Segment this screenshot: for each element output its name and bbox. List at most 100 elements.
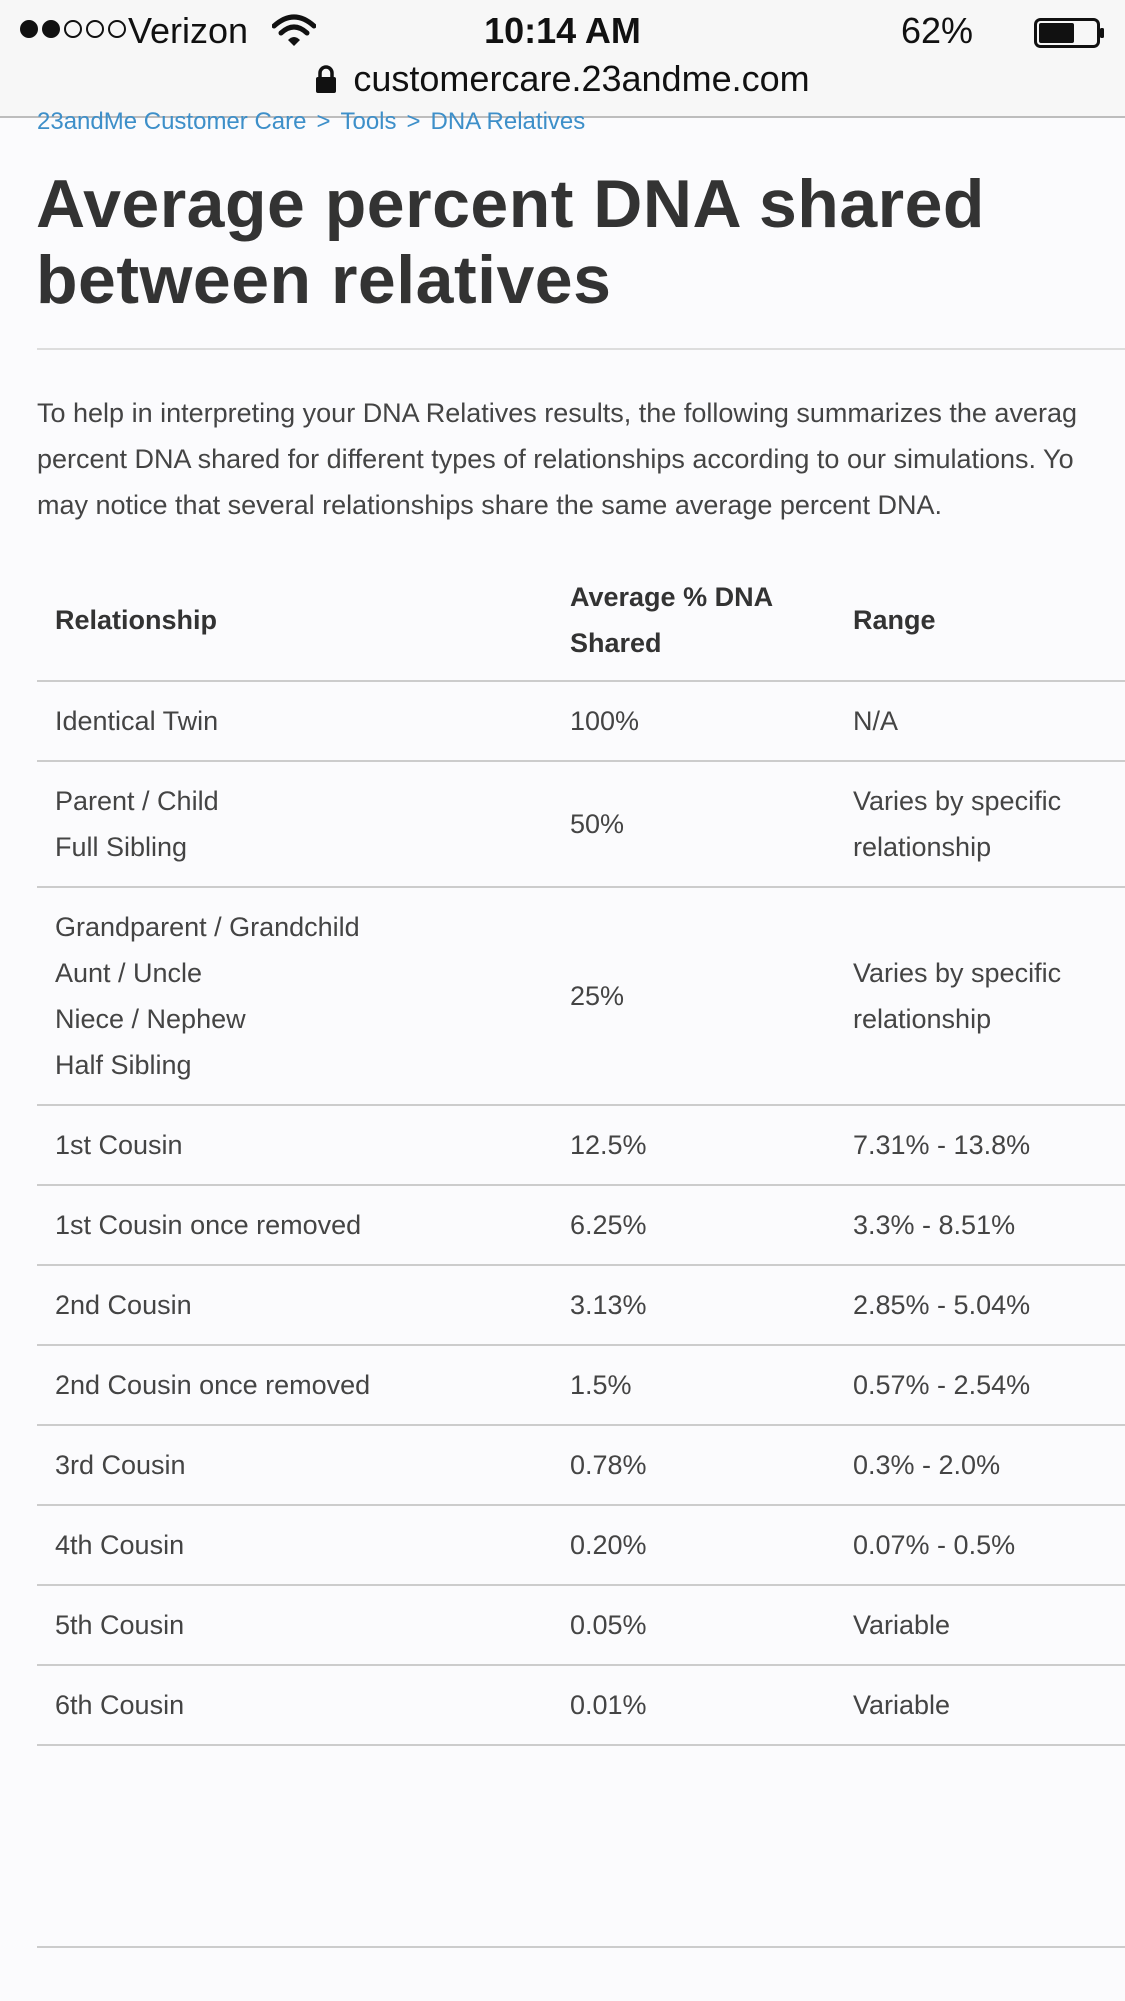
average-dna-cell: 0.78% bbox=[552, 1425, 835, 1506]
signal-dot bbox=[64, 20, 82, 38]
range-cell: N/A bbox=[835, 681, 1125, 762]
table-row: Parent / Child Full Sibling 50% Varies by s… bbox=[37, 761, 1125, 888]
page-title: Average percent DNA shared between relat… bbox=[36, 166, 1096, 318]
bottom-divider bbox=[37, 1946, 1125, 1948]
relationship-cell: 2nd Cousin once removed bbox=[37, 1345, 552, 1426]
relationship-label: 1st Cousin bbox=[55, 1130, 183, 1160]
average-dna-cell: 6.25% bbox=[552, 1185, 835, 1266]
range-cell: 0.07% - 0.5% bbox=[835, 1505, 1125, 1586]
range-value: Varies by specific bbox=[853, 786, 1062, 816]
clock: 10:14 AM bbox=[484, 10, 641, 51]
range-cell: Varies by specific relationship bbox=[835, 887, 1125, 1106]
table-row: 2nd Cousin once removed 1.5% 0.57% - 2.54% bbox=[37, 1345, 1125, 1426]
signal-strength-icon bbox=[20, 20, 126, 38]
relationship-label: 3rd Cousin bbox=[55, 1450, 186, 1480]
title-divider bbox=[37, 348, 1125, 350]
table-row: 5th Cousin 0.05% Variable bbox=[37, 1585, 1125, 1666]
relationship-label: 2nd Cousin once removed bbox=[55, 1370, 371, 1400]
relationship-cell: 5th Cousin bbox=[37, 1585, 552, 1666]
relationship-cell: 4th Cousin bbox=[37, 1505, 552, 1586]
breadcrumb: 23andMe Customer Care > Tools > DNA Relative… bbox=[37, 108, 585, 136]
relationship-label: Grandparent / Grandchild bbox=[55, 912, 360, 942]
address-bar[interactable]: customercare.23andme.com bbox=[0, 58, 1125, 106]
breadcrumb-link-customer-care[interactable]: 23andMe Customer Care bbox=[37, 108, 307, 135]
range-cell: 2.85% - 5.04% bbox=[835, 1265, 1125, 1346]
relationship-label: 6th Cousin bbox=[55, 1690, 185, 1720]
signal-dot bbox=[108, 20, 126, 38]
average-dna-cell: 1.5% bbox=[552, 1345, 835, 1426]
table-row: 4th Cousin 0.20% 0.07% - 0.5% bbox=[37, 1505, 1125, 1586]
average-dna-cell: 3.13% bbox=[552, 1265, 835, 1346]
battery-icon bbox=[1034, 18, 1104, 48]
relationship-cell: 2nd Cousin bbox=[37, 1265, 552, 1346]
table-row: 1st Cousin 12.5% 7.31% - 13.8% bbox=[37, 1105, 1125, 1186]
relationship-label: 5th Cousin bbox=[55, 1610, 185, 1640]
relationship-label: 4th Cousin bbox=[55, 1530, 185, 1560]
table-row: Identical Twin 100% N/A bbox=[37, 681, 1125, 762]
signal-dot bbox=[86, 20, 104, 38]
page-title-line: between relatives bbox=[36, 242, 612, 318]
header-relationship: Relationship bbox=[37, 560, 552, 682]
status-row: Verizon 10:14 AM 62% bbox=[0, 8, 1125, 56]
relationship-label: Identical Twin bbox=[55, 706, 219, 736]
relationship-cell: 6th Cousin bbox=[37, 1665, 552, 1746]
signal-dot bbox=[20, 20, 38, 38]
range-cell: 0.3% - 2.0% bbox=[835, 1425, 1125, 1506]
relationship-label: 2nd Cousin bbox=[55, 1290, 192, 1320]
range-value: Variable bbox=[853, 1610, 951, 1640]
intro-paragraph: To help in interpreting your DNA Relativ… bbox=[37, 398, 1077, 520]
average-dna-cell: 100% bbox=[552, 681, 835, 762]
range-cell: 7.31% - 13.8% bbox=[835, 1105, 1125, 1186]
page-title-line: Average percent DNA shared bbox=[36, 166, 985, 242]
relationship-cell: 1st Cousin bbox=[37, 1105, 552, 1186]
average-dna-cell: 50% bbox=[552, 761, 835, 888]
range-value: 2.85% - 5.04% bbox=[853, 1290, 1031, 1320]
range-cell: Varies by specific relationship bbox=[835, 761, 1125, 888]
table-row: 2nd Cousin 3.13% 2.85% - 5.04% bbox=[37, 1265, 1125, 1346]
range-value: 7.31% - 13.8% bbox=[853, 1130, 1031, 1160]
header-average-line: Shared bbox=[570, 628, 662, 658]
breadcrumb-separator: > bbox=[316, 108, 331, 135]
average-dna-cell: 0.20% bbox=[552, 1505, 835, 1586]
header-range: Range bbox=[835, 560, 1125, 682]
table-body: Identical Twin 100% N/A Parent / Child Full … bbox=[37, 681, 1125, 1746]
range-value: 0.57% - 2.54% bbox=[853, 1370, 1031, 1400]
breadcrumb-separator: > bbox=[406, 108, 421, 135]
relationship-cell: Grandparent / Grandchild Aunt / Uncle Niec… bbox=[37, 887, 552, 1106]
range-value: N/A bbox=[853, 706, 899, 736]
signal-dot bbox=[42, 20, 60, 38]
breadcrumb-link-tools[interactable]: Tools bbox=[340, 108, 397, 135]
table-row: 6th Cousin 0.01% Variable bbox=[37, 1665, 1125, 1746]
average-dna-cell: 0.01% bbox=[552, 1665, 835, 1746]
range-value: 3.3% - 8.51% bbox=[853, 1210, 1016, 1240]
relationship-label: Niece / Nephew bbox=[55, 1004, 246, 1034]
average-dna-cell: 12.5% bbox=[552, 1105, 835, 1186]
url-text[interactable]: customercare.23andme.com bbox=[353, 58, 810, 99]
average-dna-cell: 25% bbox=[552, 887, 835, 1106]
status-bar: Verizon 10:14 AM 62% customercare.23andm… bbox=[0, 0, 1125, 118]
relationship-label: Parent / Child bbox=[55, 786, 219, 816]
range-cell: Variable bbox=[835, 1665, 1125, 1746]
table-header-row: Relationship Average % DNA Shared Range bbox=[37, 560, 1125, 682]
relationship-label: Aunt / Uncle bbox=[55, 958, 203, 988]
battery-percent: 62% bbox=[900, 10, 973, 51]
range-value: 0.07% - 0.5% bbox=[853, 1530, 1016, 1560]
lock-icon bbox=[316, 65, 337, 93]
carrier-name: Verizon bbox=[128, 10, 249, 51]
relationship-cell: 1st Cousin once removed bbox=[37, 1185, 552, 1266]
table-row: 3rd Cousin 0.78% 0.3% - 2.0% bbox=[37, 1425, 1125, 1506]
breadcrumb-link-dna-relatives[interactable]: DNA Relatives bbox=[430, 108, 586, 135]
relationship-cell: 3rd Cousin bbox=[37, 1425, 552, 1506]
average-dna-cell: 0.05% bbox=[552, 1585, 835, 1666]
table-row: Grandparent / Grandchild Aunt / Uncle Niec… bbox=[37, 887, 1125, 1106]
range-cell: Variable bbox=[835, 1585, 1125, 1666]
dna-shared-table: Relationship Average % DNA Shared Range … bbox=[37, 560, 1125, 1746]
header-average-line: Average % DNA bbox=[570, 582, 774, 612]
range-cell: 3.3% - 8.51% bbox=[835, 1185, 1125, 1266]
wifi-icon bbox=[272, 14, 316, 46]
range-value: 0.3% - 2.0% bbox=[853, 1450, 1001, 1480]
range-value: relationship bbox=[853, 1004, 992, 1034]
header-average-dna: Average % DNA Shared bbox=[552, 560, 835, 682]
relationship-label: 1st Cousin once removed bbox=[55, 1210, 362, 1240]
range-value: relationship bbox=[853, 832, 992, 862]
